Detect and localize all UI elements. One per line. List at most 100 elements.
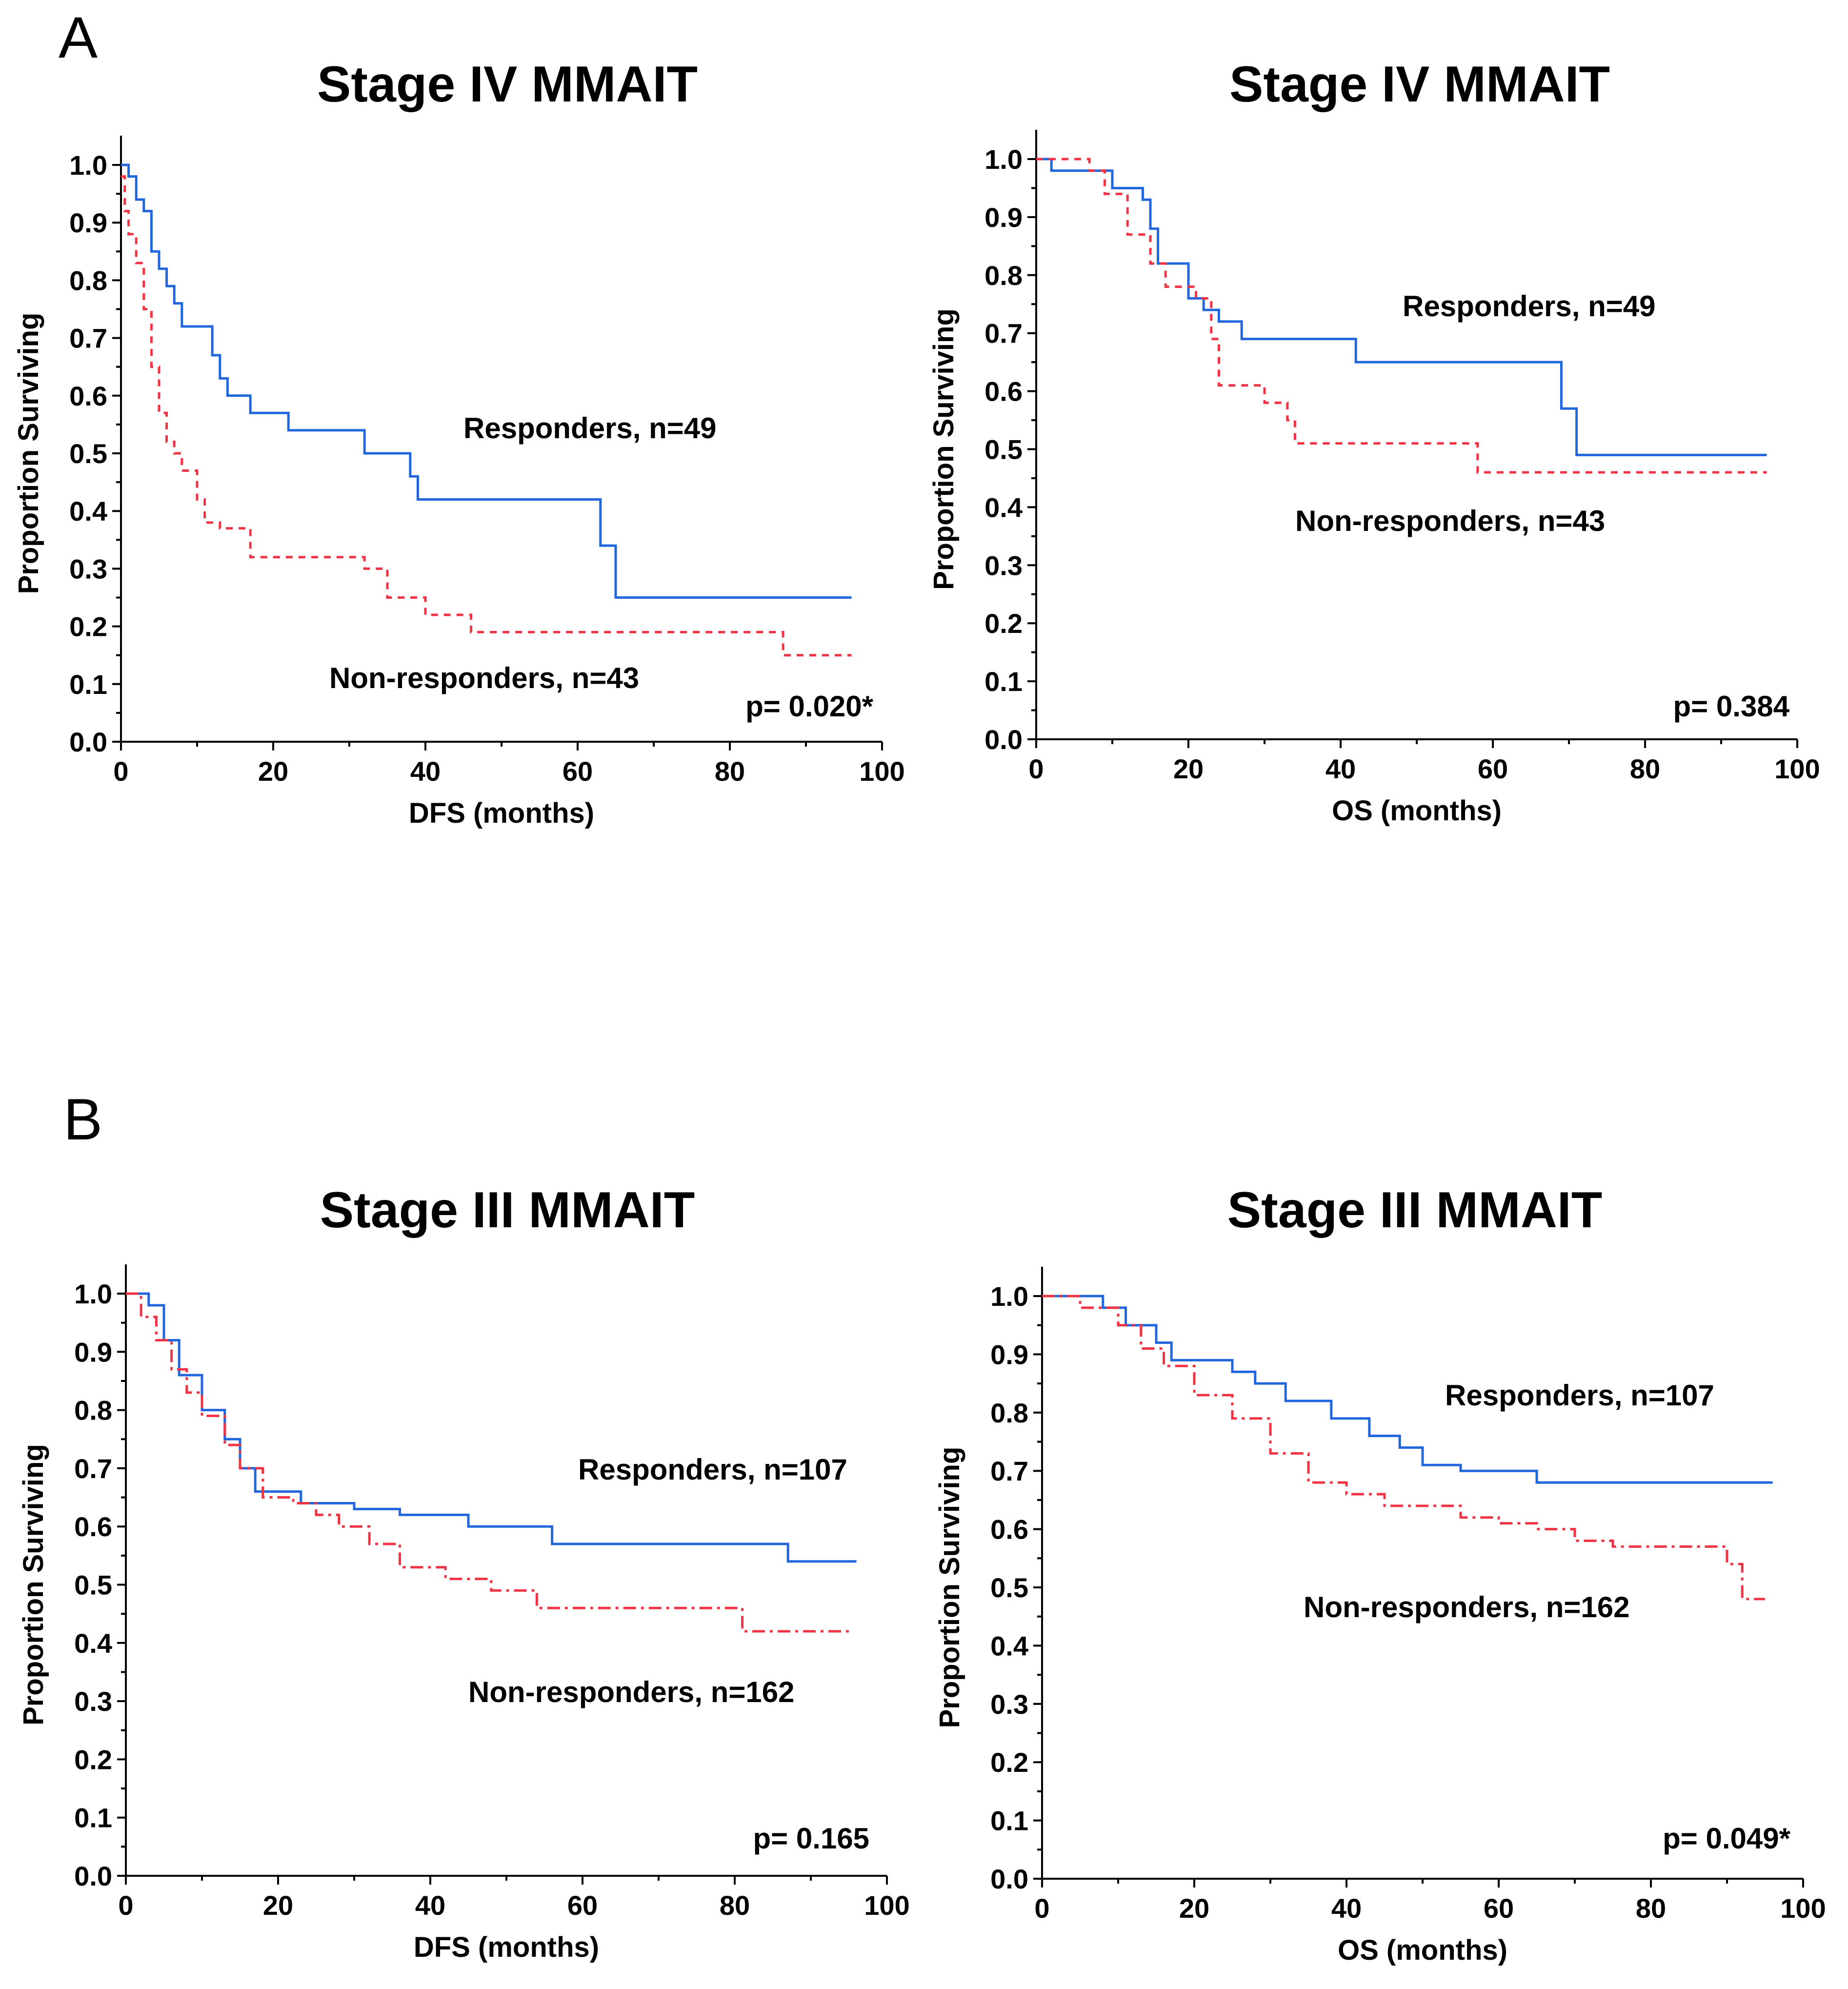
y-tick-label: 0.1: [984, 666, 1023, 697]
y-tick-label: 0.5: [984, 434, 1023, 465]
y-axis-label: Proportion Surviving: [18, 1444, 49, 1725]
y-tick-label: 0.5: [69, 438, 107, 469]
x-tick-label: 80: [1636, 1893, 1666, 1924]
y-tick-label: 0.2: [990, 1747, 1028, 1778]
y-axis-label: Proportion Surviving: [928, 308, 960, 590]
x-tick-label: 60: [1484, 1893, 1514, 1924]
p-value: p= 0.165: [753, 1822, 869, 1855]
x-tick-label: 80: [715, 756, 745, 787]
x-tick-label: 20: [1179, 1893, 1209, 1924]
x-tick-label: 60: [562, 756, 593, 787]
y-tick-label: 0.2: [69, 611, 107, 642]
non-responders-label: Non-responders, n=43: [1295, 505, 1605, 537]
non-responders-label: Non-responders, n=162: [468, 1676, 795, 1708]
x-tick-label: 0: [1034, 1893, 1049, 1924]
x-tick-label: 60: [567, 1890, 598, 1921]
y-tick-label: 0.1: [990, 1806, 1028, 1836]
y-tick-label: 0.0: [74, 1861, 112, 1891]
y-tick-label: 0.4: [990, 1630, 1028, 1661]
non-responders-curve: [1042, 1295, 1765, 1601]
y-tick-label: 0.7: [69, 323, 107, 354]
y-tick-label: 0.2: [984, 608, 1023, 639]
y-tick-label: 0.0: [984, 724, 1023, 755]
x-axis-label: DFS (months): [414, 1931, 599, 1963]
y-tick-label: 1.0: [69, 150, 107, 181]
y-tick-label: 0.9: [69, 207, 107, 238]
chart-B-right: Stage III MMAIT 0.0 0.1 0.2 0.3 0.4 0.5 0.6 0.7 0…: [934, 1182, 1826, 1966]
y-tick-label: 0.8: [69, 265, 107, 296]
y-axis-label: Proportion Surviving: [13, 313, 44, 594]
chart-B-left: B Stage III MMAIT 0.0 0.1 0.2 0.3 0.4 0.5 0.6 0.7…: [18, 1087, 910, 1963]
y-tick-label: 0.3: [990, 1689, 1028, 1720]
y-tick-label: 1.0: [984, 144, 1023, 175]
responders-label: Responders, n=107: [578, 1453, 847, 1486]
x-tick-label: 80: [1630, 753, 1660, 784]
y-tick-label: 0.1: [69, 669, 107, 700]
y-tick-label: 0.3: [69, 553, 107, 584]
x-tick-label: 40: [410, 756, 441, 787]
x-tick-label: 20: [1173, 753, 1204, 784]
x-tick-label: 20: [258, 756, 288, 787]
x-tick-label: 20: [263, 1890, 293, 1921]
y-tick-label: 0.0: [990, 1864, 1028, 1894]
x-tick-label: 60: [1478, 753, 1508, 784]
y-tick-label: 0.5: [74, 1570, 112, 1601]
x-tick-label: 0: [1028, 753, 1044, 784]
responders-label: Responders, n=49: [463, 412, 717, 445]
p-value: p= 0.049*: [1663, 1822, 1791, 1855]
responders-curve: [121, 163, 852, 599]
y-tick-label: 0.9: [74, 1337, 112, 1367]
responders-label: Responders, n=49: [1403, 290, 1656, 323]
y-tick-label: 0.4: [984, 492, 1023, 523]
y-tick-label: 0.8: [990, 1398, 1028, 1428]
y-tick-label: 0.8: [74, 1395, 112, 1426]
y-tick-label: 0.5: [990, 1572, 1028, 1603]
y-tick-label: 0.4: [74, 1628, 112, 1659]
y-tick-label: 0.6: [984, 376, 1023, 407]
y-tick-label: 0.8: [984, 260, 1023, 291]
x-axis-label: OS (months): [1332, 795, 1502, 827]
x-tick-label: 0: [118, 1890, 133, 1921]
y-tick-label: 0.3: [984, 550, 1023, 581]
x-axis-label: OS (months): [1338, 1934, 1507, 1966]
non-responders-curve: [126, 1292, 849, 1633]
chart-title: Stage III MMAIT: [1227, 1182, 1602, 1238]
panel-letter: A: [59, 5, 98, 70]
non-responders-curve: [1036, 158, 1767, 474]
y-tick-label: 0.7: [74, 1453, 112, 1484]
x-tick-label: 100: [1780, 1893, 1826, 1924]
chart-title: Stage IV MMAIT: [317, 56, 698, 113]
non-responders-label: Non-responders, n=162: [1304, 1591, 1630, 1624]
chart-title: Stage IV MMAIT: [1229, 56, 1610, 113]
x-tick-label: 100: [864, 1890, 909, 1921]
y-tick-label: 0.6: [69, 381, 107, 411]
y-tick-label: 0.7: [984, 318, 1023, 349]
responders-label: Responders, n=107: [1445, 1379, 1714, 1412]
p-value: p= 0.020*: [745, 690, 874, 723]
y-tick-label: 0.1: [74, 1803, 112, 1833]
non-responders-curve: [121, 175, 852, 657]
responders-curve: [126, 1292, 857, 1563]
y-tick-label: 0.9: [984, 202, 1023, 233]
y-axis-label: Proportion Surviving: [934, 1447, 965, 1728]
responders-curve: [1036, 158, 1767, 456]
x-tick-label: 100: [1774, 753, 1820, 784]
x-tick-label: 40: [1331, 1893, 1362, 1924]
y-tick-label: 0.6: [74, 1511, 112, 1542]
chart-title: Stage III MMAIT: [320, 1182, 695, 1238]
y-tick-label: 0.7: [990, 1456, 1028, 1486]
y-tick-label: 0.6: [990, 1514, 1028, 1545]
y-tick-label: 0.4: [69, 496, 107, 527]
y-tick-label: 1.0: [990, 1281, 1028, 1312]
p-value: p= 0.384: [1673, 690, 1789, 723]
y-tick-label: 1.0: [74, 1279, 112, 1309]
chart-A-right: Stage IV MMAIT 0.0 0.1 0.2 0.3 0.4 0.5 0.6 0.7 0.…: [928, 56, 1820, 827]
chart-A-left: A Stage IV MMAIT 0.0 0.1 0.2 0.3 0.4 0.5 0.6 0.7 0…: [13, 5, 905, 829]
non-responders-label: Non-responders, n=43: [329, 662, 639, 694]
x-tick-label: 100: [859, 756, 904, 787]
x-axis-label: DFS (months): [409, 797, 594, 829]
y-tick-label: 0.2: [74, 1744, 112, 1775]
y-tick-label: 0.9: [990, 1339, 1028, 1370]
